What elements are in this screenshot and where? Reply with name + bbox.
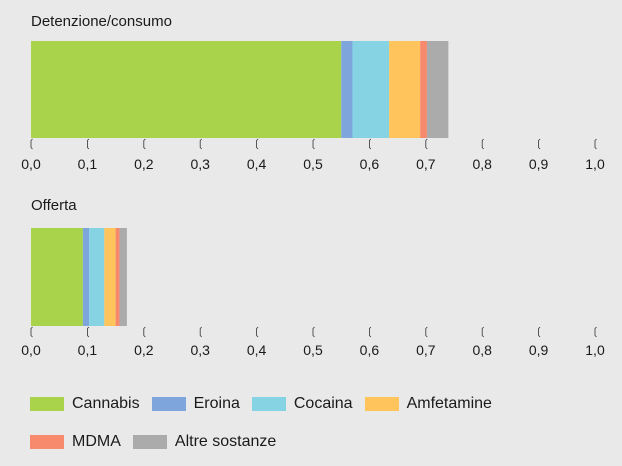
- legend-label-eroina: Eroina: [193, 395, 240, 412]
- bar-segment-1-cocaina: [89, 228, 105, 326]
- x-tick-0-2: [143, 138, 146, 150]
- legend-swatch-altre-sostanze: [132, 435, 167, 449]
- x-tick-label-0-4: 0,4: [247, 156, 267, 172]
- x-tick-label-1-2: 0,2: [134, 342, 154, 358]
- bar-segment-0-eroina: [341, 41, 353, 138]
- x-tick-label-0-5: 0,5: [303, 156, 323, 172]
- x-tick-label-0-0: 0,0: [21, 156, 41, 172]
- x-tick-1-7: [425, 326, 428, 338]
- x-tick-1-0: [30, 326, 33, 338]
- x-tick-1-6: [369, 326, 372, 338]
- x-tick-1-5: [312, 326, 315, 338]
- panel-title-0: Detenzione/consumo: [31, 13, 172, 30]
- bar-segment-0-amfetamine: [389, 41, 421, 138]
- x-tick-0-4: [256, 138, 259, 150]
- legend-swatch-mdma: [30, 435, 64, 449]
- legend-item-mdma: MDMA: [30, 433, 121, 451]
- bar-segment-1-cannabis: [31, 228, 83, 326]
- legend-label-altre-sostanze: Altre sostanze: [174, 433, 277, 450]
- bar-segment-0-mdma: [420, 41, 427, 138]
- x-tick-0-5: [312, 138, 315, 150]
- x-tick-label-1-10: 1,0: [585, 342, 605, 358]
- x-tick-0-8: [481, 138, 484, 150]
- legend-swatch-amfetamine: [364, 397, 399, 411]
- x-tick-1-2: [143, 326, 146, 338]
- legend-swatch-cannabis: [30, 397, 64, 411]
- x-tick-label-0-9: 0,9: [529, 156, 549, 172]
- legend-item-cannabis: Cannabis: [30, 395, 140, 413]
- x-tick-label-0-1: 0,1: [78, 156, 98, 172]
- x-tick-0-6: [369, 138, 372, 150]
- bar-segment-0-cocaina: [352, 41, 390, 138]
- x-tick-1-10: [594, 326, 597, 338]
- x-tick-1-8: [481, 326, 484, 338]
- bar-segment-0-altre-sostanze: [426, 41, 449, 138]
- bar-segment-1-amfetamine: [104, 228, 116, 326]
- x-tick-0-10: [594, 138, 597, 150]
- x-tick-label-0-2: 0,2: [134, 156, 154, 172]
- legend-item-altre-sostanze: Altre sostanze: [132, 433, 277, 451]
- x-tick-label-1-3: 0,3: [190, 342, 210, 358]
- legend-row-2: MDMA Altre sostanze: [30, 428, 610, 456]
- x-tick-0-3: [199, 138, 202, 150]
- bar-segment-1-mdma: [115, 228, 120, 326]
- x-tick-1-9: [538, 326, 541, 338]
- legend-item-amfetamine: Amfetamine: [364, 395, 492, 413]
- chart-root: Detenzione/consumo 0,0 0,1 0,2 0,3 0,4 0,5 0,6 0…: [21, 13, 605, 450]
- chart-svg: Detenzione/consumo 0,0 0,1 0,2 0,3 0,4 0,5 0,6 0…: [21, 13, 605, 358]
- x-tick-label-0-3: 0,3: [190, 156, 210, 172]
- x-tick-1-1: [87, 326, 90, 338]
- legend-item-eroina: Eroina: [151, 395, 240, 413]
- x-tick-label-0-7: 0,7: [416, 156, 436, 172]
- legend-item-cocaina: Cocaina: [251, 395, 353, 413]
- x-tick-label-1-0: 0,0: [21, 342, 41, 358]
- x-tick-0-1: [87, 138, 90, 150]
- x-tick-label-0-6: 0,6: [360, 156, 380, 172]
- panel-title-1: Offerta: [31, 197, 77, 214]
- x-tick-1-4: [256, 326, 259, 338]
- bar-segment-0-cannabis: [31, 41, 342, 138]
- x-tick-1-3: [199, 326, 202, 338]
- x-tick-0-7: [425, 138, 428, 150]
- x-tick-label-1-9: 0,9: [529, 342, 549, 358]
- bar-segment-1-altre-sostanze: [119, 228, 127, 326]
- x-tick-0-0: [30, 138, 33, 150]
- x-tick-label-0-10: 1,0: [585, 156, 605, 172]
- legend-label-cannabis: Cannabis: [72, 395, 140, 412]
- legend-row-1: Cannabis Eroina Cocaina Amfetamine: [30, 390, 610, 418]
- legend-swatch-cocaina: [251, 397, 286, 411]
- bar-segment-1-eroina: [82, 228, 90, 326]
- legend-swatch-eroina: [151, 397, 186, 411]
- legend-label-amfetamine: Amfetamine: [406, 395, 492, 412]
- legend: Cannabis Eroina Cocaina Amfetamine MDMA: [30, 390, 610, 466]
- x-tick-label-1-8: 0,8: [472, 342, 492, 358]
- x-tick-label-1-5: 0,5: [303, 342, 323, 358]
- x-tick-label-0-8: 0,8: [472, 156, 492, 172]
- x-tick-label-1-1: 0,1: [78, 342, 98, 358]
- legend-label-mdma: MDMA: [72, 433, 121, 450]
- legend-label-cocaina: Cocaina: [293, 395, 353, 412]
- x-tick-label-1-7: 0,7: [416, 342, 436, 358]
- x-tick-label-1-4: 0,4: [247, 342, 267, 358]
- x-tick-label-1-6: 0,6: [360, 342, 380, 358]
- x-tick-0-9: [538, 138, 541, 150]
